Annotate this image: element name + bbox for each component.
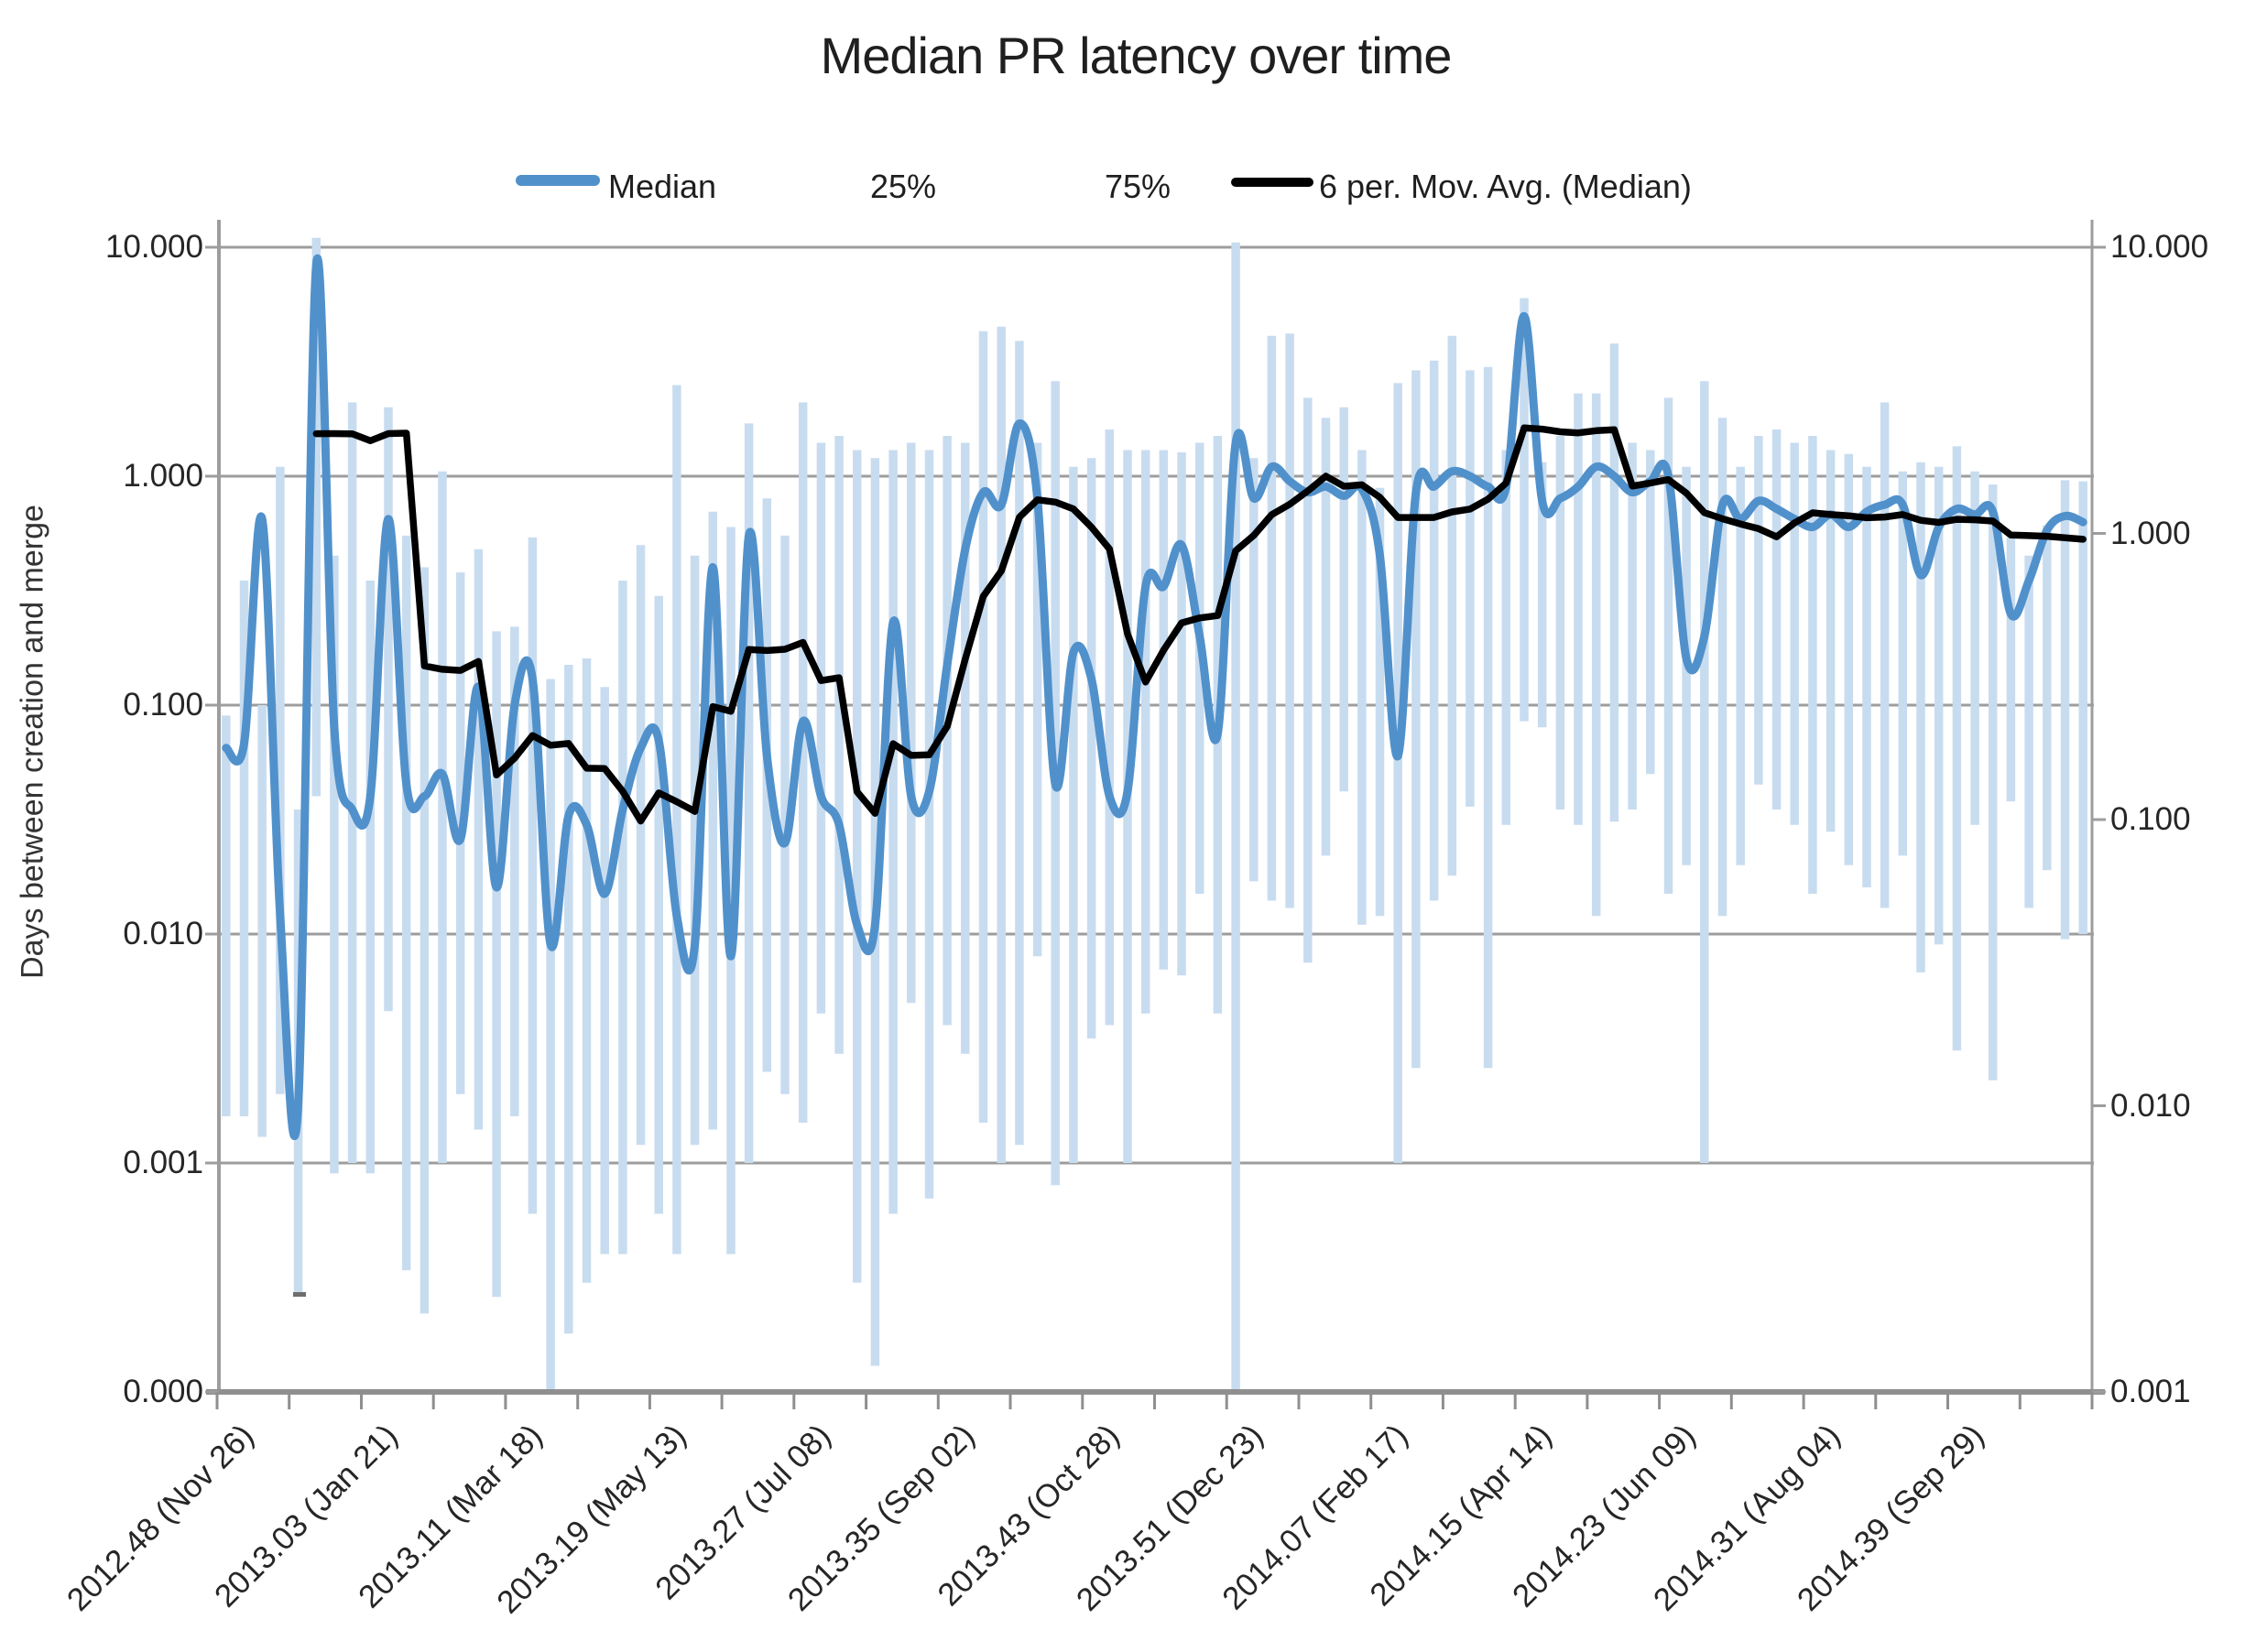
y-axis-right-tick-label: 10.000 <box>2110 229 2209 265</box>
stray-dash-mark <box>293 1292 306 1297</box>
legend-median-line-swatch <box>516 175 600 186</box>
y-axis-right-tick-label: 1.000 <box>2110 515 2191 551</box>
y-axis-left-tick-label: 1.000 <box>123 458 203 494</box>
y-axis-left-tick-label: 0.000 <box>123 1374 203 1409</box>
y-axis-right-tick-label: 0.001 <box>2110 1374 2191 1409</box>
y-axis-right-tick-label: 0.010 <box>2110 1087 2191 1124</box>
legend-label-75pct: 75% <box>1105 168 1172 205</box>
legend-label-median: Median <box>608 168 717 205</box>
y-axis-title: Days between creation and merge <box>15 505 50 979</box>
y-axis-right-tick-label: 0.100 <box>2110 801 2191 837</box>
legend-label-25pct: 25% <box>870 168 937 205</box>
median-line <box>222 254 2087 1140</box>
y-axis-left-tick-label: 0.010 <box>123 916 203 951</box>
y-axis-left-tick-label: 0.001 <box>123 1145 203 1180</box>
legend-moving-avg-line-swatch <box>1231 178 1313 187</box>
moving-avg-line <box>312 424 2087 825</box>
chart-title: Median PR latency over time <box>820 27 1453 84</box>
y-axis-left-tick-label: 10.000 <box>104 229 203 265</box>
legend-label-moving-avg: 6 per. Mov. Avg. (Median) <box>1319 168 1692 205</box>
y-axis-left-tick-label: 0.100 <box>123 687 203 723</box>
